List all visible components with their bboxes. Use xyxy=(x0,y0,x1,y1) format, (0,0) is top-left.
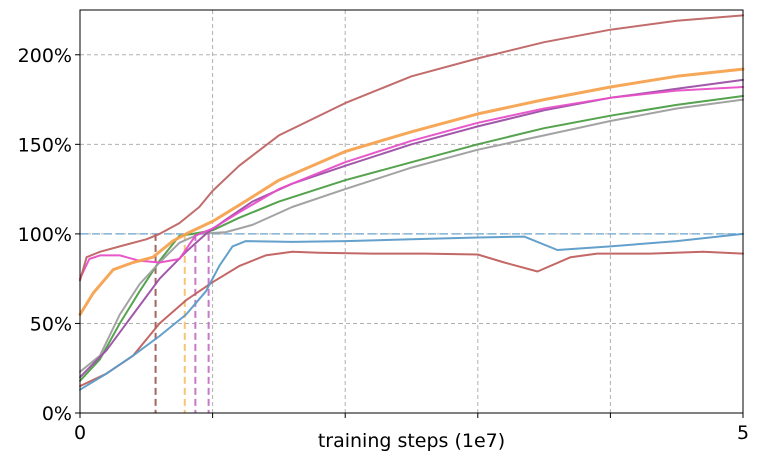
threshold-markers xyxy=(154,233,210,413)
series-line-7 xyxy=(79,14,744,282)
series-line-6 xyxy=(78,67,745,316)
series-line-3 xyxy=(79,98,744,373)
x-axis-title: training steps (1e7) xyxy=(318,430,505,452)
y-tick-label-4: 200% xyxy=(18,45,72,67)
axis-ticks: 0 50%50%100%150%200% xyxy=(18,45,749,444)
plot-frame xyxy=(79,9,744,414)
y-tick-label-2: 100% xyxy=(18,224,72,246)
y-tick-label-3: 150% xyxy=(18,134,72,156)
series-line-1 xyxy=(79,232,744,391)
series-line-2 xyxy=(79,95,744,382)
series-line-5 xyxy=(79,86,744,280)
y-tick-label-0: 0% xyxy=(42,403,72,425)
series-layer xyxy=(78,14,745,391)
x-tick-label-5: 5 xyxy=(737,422,749,444)
series-line-4 xyxy=(79,78,744,379)
grid xyxy=(80,10,743,413)
series-line-0 xyxy=(79,250,744,388)
x-tick-label-0: 0 xyxy=(74,422,86,444)
y-tick-label-1: 50% xyxy=(30,313,72,335)
